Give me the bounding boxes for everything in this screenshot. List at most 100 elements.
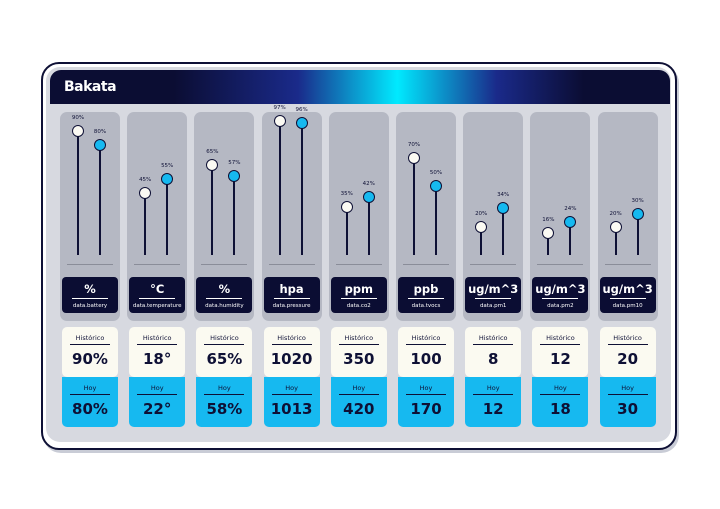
historico-card: Histórico 90%	[62, 327, 118, 377]
historico-slider-track[interactable]	[211, 165, 214, 255]
unit-symbol: °C	[150, 282, 165, 296]
unit-symbol: ug/m^3	[602, 282, 653, 296]
hoy-slider-track[interactable]	[636, 213, 639, 255]
unit-divider	[72, 298, 108, 299]
hoy-slider-handle[interactable]	[362, 191, 375, 204]
hoy-slider-handle[interactable]	[564, 215, 577, 228]
hoy-card-divider	[540, 394, 581, 395]
historico-slider-track[interactable]	[144, 192, 147, 255]
historico-percent-label: 20%	[475, 211, 488, 218]
hoy-card-divider	[607, 394, 648, 395]
slider-baseline	[134, 264, 181, 265]
hoy-card: Hoy 58%	[196, 377, 253, 427]
historico-slider-track[interactable]	[413, 158, 415, 255]
unit-badge: ug/m^3 data.pm1	[465, 277, 522, 313]
hoy-slider-track[interactable]	[99, 144, 101, 255]
historico-card-label: Histórico	[210, 334, 239, 342]
historico-slider-handle[interactable]	[72, 124, 84, 137]
historico-percent-label: 35%	[340, 190, 353, 197]
unit-divider	[273, 298, 310, 299]
hoy-card-value: 30	[617, 400, 639, 418]
hoy-slider-handle[interactable]	[631, 207, 644, 220]
hoy-slider-track[interactable]	[502, 208, 505, 255]
hoy-slider-handle[interactable]	[497, 202, 510, 215]
hoy-card-divider	[70, 394, 110, 395]
hoy-card-value: 80%	[72, 400, 108, 418]
hoy-card-divider	[137, 394, 178, 395]
data-key-label: data.tvocs	[411, 303, 441, 309]
unit-badge: hpa data.pressure	[263, 277, 320, 313]
hoy-slider-handle[interactable]	[161, 173, 174, 186]
hoy-slider-handle[interactable]	[228, 170, 241, 183]
hoy-slider-track[interactable]	[166, 179, 169, 255]
historico-slider-handle[interactable]	[475, 221, 488, 234]
historico-card-value: 90%	[72, 350, 108, 368]
unit-symbol: ug/m^3	[468, 282, 519, 296]
hoy-card: Hoy 170	[398, 377, 454, 427]
slider-baseline	[67, 264, 113, 265]
unit-divider	[609, 298, 646, 299]
historico-card: Histórico 20	[599, 327, 656, 377]
historico-slider-track[interactable]	[77, 130, 79, 255]
historico-slider-handle[interactable]	[542, 226, 555, 239]
historico-card-divider	[607, 344, 648, 345]
historico-slider-handle[interactable]	[139, 186, 152, 199]
data-key-label: data.pm1	[479, 303, 507, 309]
historico-card-value: 8	[487, 350, 499, 368]
unit-symbol: ppm	[344, 282, 374, 296]
historico-card-value: 350	[343, 350, 375, 368]
hoy-percent-label: 50%	[429, 170, 443, 176]
hoy-slider-handle[interactable]	[430, 180, 442, 192]
hoy-slider-track[interactable]	[367, 197, 370, 255]
hoy-slider-track[interactable]	[300, 122, 303, 255]
unit-badge: °C data.temperature	[129, 277, 186, 313]
historico-card: Histórico 18°	[129, 327, 186, 377]
historico-slider-handle[interactable]	[273, 115, 286, 128]
hoy-slider-track[interactable]	[233, 176, 236, 255]
hoy-card-value: 1013	[270, 400, 313, 418]
data-key-label: data.co2	[346, 303, 371, 309]
data-key-label: data.pressure	[272, 303, 311, 309]
unit-symbol: hpa	[279, 282, 304, 296]
slider-baseline	[335, 264, 382, 265]
hoy-slider-handle[interactable]	[295, 116, 308, 129]
historico-card-label: Histórico	[344, 334, 374, 342]
hoy-card-label: Hoy	[621, 384, 634, 392]
hoy-slider-handle[interactable]	[94, 138, 106, 151]
hoy-card: Hoy 18	[532, 377, 589, 427]
unit-symbol: ppb	[413, 282, 439, 296]
historico-slider-track[interactable]	[480, 227, 483, 255]
historico-slider-track[interactable]	[345, 206, 348, 255]
hoy-card-value: 420	[343, 400, 375, 418]
unit-badge: ppm data.co2	[330, 277, 387, 313]
historico-card: Histórico 350	[330, 327, 387, 377]
historico-slider-track[interactable]	[547, 232, 550, 255]
historico-slider-handle[interactable]	[408, 152, 420, 165]
historico-slider-track[interactable]	[614, 227, 617, 255]
historico-slider-track[interactable]	[278, 121, 281, 255]
hoy-slider-track[interactable]	[435, 186, 437, 255]
historico-percent-label: 70%	[407, 142, 421, 149]
hoy-percent-label: 42%	[362, 181, 375, 188]
historico-percent-label: 97%	[273, 105, 286, 112]
historico-slider-handle[interactable]	[340, 200, 353, 213]
hoy-card: Hoy 1013	[263, 377, 320, 427]
unit-badge: % data.battery	[62, 277, 118, 313]
historico-slider-handle[interactable]	[206, 159, 219, 172]
historico-card-label: Histórico	[142, 334, 172, 342]
hoy-slider-track[interactable]	[569, 221, 572, 255]
historico-card-label: Histórico	[75, 334, 105, 342]
data-key-label: data.pm2	[547, 303, 574, 309]
slider-baseline	[201, 264, 248, 265]
historico-percent-label: 90%	[71, 114, 85, 121]
historico-percent-label: 65%	[206, 149, 219, 156]
data-key-label: data.humidity	[205, 303, 244, 309]
hoy-card: Hoy 30	[599, 377, 656, 427]
hoy-card-value: 18	[549, 400, 571, 418]
historico-card-label: Histórico	[411, 334, 441, 342]
hoy-percent-label: 55%	[161, 163, 174, 170]
unit-symbol: %	[84, 282, 96, 296]
hoy-card-divider	[338, 394, 379, 395]
hoy-card: Hoy 22°	[129, 377, 186, 427]
historico-slider-handle[interactable]	[609, 221, 622, 234]
